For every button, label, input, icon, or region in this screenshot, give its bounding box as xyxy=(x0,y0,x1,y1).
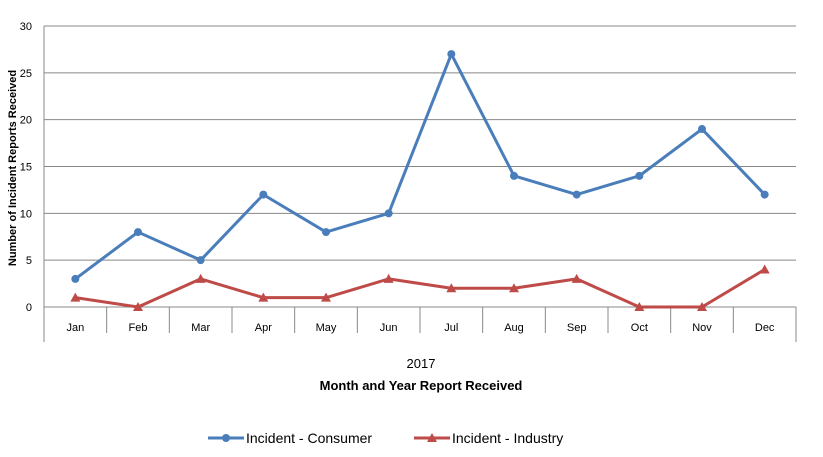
data-point xyxy=(196,256,205,265)
y-tick-label: 30 xyxy=(20,21,32,33)
legend: Incident - Consumer Incident - Industry xyxy=(208,430,563,446)
y-tick-label: 15 xyxy=(20,162,32,174)
data-point xyxy=(71,274,80,283)
legend-label: Incident - Consumer xyxy=(246,430,372,446)
series-incident-consumer xyxy=(71,50,769,283)
y-axis-ticks: 0 5 10 15 20 25 30 xyxy=(20,21,32,314)
data-point xyxy=(321,292,331,302)
data-point xyxy=(698,125,706,134)
data-point xyxy=(322,228,330,237)
data-point xyxy=(447,50,456,59)
x-tick-label: Oct xyxy=(631,322,648,334)
x-tick-label: May xyxy=(316,322,337,334)
y-tick-label: 20 xyxy=(20,115,32,127)
y-tick-label: 10 xyxy=(20,208,32,220)
series-line xyxy=(75,268,766,309)
x-tick-label: Apr xyxy=(255,322,272,334)
data-point xyxy=(446,283,457,293)
x-tick-label: Dec xyxy=(755,322,775,334)
x-axis-label: Month and Year Report Received xyxy=(320,378,523,393)
series-line xyxy=(74,52,766,281)
series-incident-industry xyxy=(70,264,770,311)
data-point xyxy=(697,302,707,311)
data-point xyxy=(510,171,518,180)
y-tick-label: 5 xyxy=(26,255,32,267)
x-tick-label: Mar xyxy=(191,322,210,334)
legend-item: Incident - Industry xyxy=(414,430,563,446)
x-tick-label: Jul xyxy=(444,322,458,334)
data-point xyxy=(571,273,582,283)
legend-marker xyxy=(427,433,437,442)
data-point xyxy=(134,228,142,237)
data-point xyxy=(195,273,206,283)
x-tick-label: Jan xyxy=(66,322,84,334)
data-point xyxy=(634,302,645,311)
y-tick-label: 25 xyxy=(20,68,32,80)
x-tick-label: Aug xyxy=(504,322,524,334)
series-group xyxy=(70,50,770,311)
x-group-label: 2017 xyxy=(407,356,436,371)
data-point xyxy=(759,264,770,274)
data-point xyxy=(384,209,393,218)
x-tick-label: Nov xyxy=(692,322,712,334)
data-point xyxy=(572,190,581,199)
gridlines xyxy=(44,25,796,308)
x-tick-label: Sep xyxy=(567,322,587,334)
data-point xyxy=(383,273,394,283)
x-tick-label: Jun xyxy=(380,322,398,334)
x-tick-label: Feb xyxy=(129,322,148,334)
y-axis-label: Number of Incident Reports Received xyxy=(7,70,19,266)
y-tick-label: 0 xyxy=(26,302,32,314)
data-point xyxy=(760,190,769,199)
data-point xyxy=(509,283,519,293)
data-point xyxy=(258,292,269,302)
data-point xyxy=(259,190,268,199)
legend-label: Incident - Industry xyxy=(452,430,563,446)
x-axis: Jan Feb Mar Apr May Jun Jul Aug Sep Oct Nov Dec xyxy=(43,26,797,342)
data-point xyxy=(70,292,81,302)
data-point xyxy=(133,302,143,311)
legend-item: Incident - Consumer xyxy=(208,430,372,446)
legend-marker xyxy=(222,434,230,442)
data-point xyxy=(635,171,644,180)
